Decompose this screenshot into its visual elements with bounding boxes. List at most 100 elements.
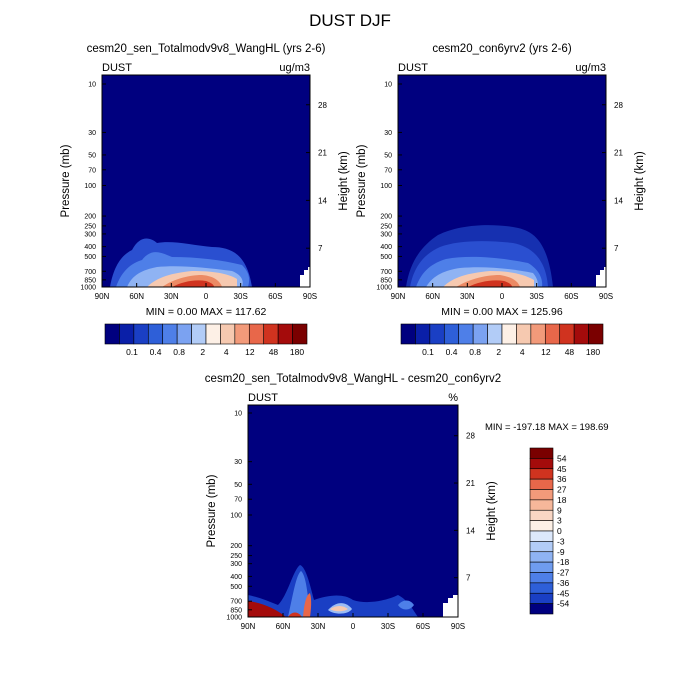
- y-tick-label: 200: [380, 214, 392, 221]
- x-tick-label: 90N: [95, 292, 110, 301]
- figure-title: DUST DJF: [309, 11, 391, 30]
- y-tick-label: 250: [84, 223, 96, 230]
- colorbar-box: [104, 323, 120, 345]
- colorbar-label: -18: [557, 557, 570, 567]
- panel-title: cesm20_sen_Totalmodv9v8_WangHL - cesm20_…: [205, 373, 501, 385]
- colorbar-box: [220, 323, 236, 345]
- colorbar-box: [176, 323, 192, 345]
- colorbar-label: 0.4: [150, 347, 162, 357]
- colorbar-box: [501, 323, 517, 345]
- panel-title: cesm20_sen_Totalmodv9v8_WangHL (yrs 2-6): [87, 43, 326, 55]
- y-tick-label: 400: [84, 244, 96, 251]
- colorbar-box: [529, 582, 554, 594]
- y-tick-label: 50: [384, 152, 392, 159]
- colorbar-box: [529, 541, 554, 553]
- y2-tick-label: 28: [466, 432, 475, 441]
- colorbar-label: 48: [269, 347, 279, 357]
- colorbar-label: 0.1: [126, 347, 138, 357]
- colorbar-label: 4: [520, 347, 525, 357]
- y-axis-title: Pressure (mb): [356, 144, 368, 217]
- x-tick-label: 90N: [391, 292, 406, 301]
- colorbar-label: 2: [200, 347, 205, 357]
- colorbar-box: [292, 323, 308, 345]
- y-tick-label: 30: [234, 459, 242, 466]
- colorbar-label: 36: [557, 474, 567, 484]
- colorbar-box: [234, 323, 250, 345]
- x-tick-label: 30N: [460, 292, 475, 301]
- colorbar-label: 180: [290, 347, 304, 357]
- colorbar-box: [530, 323, 546, 345]
- colorbar-box: [162, 323, 178, 345]
- y-tick-label: 250: [230, 553, 242, 560]
- colorbar-box: [248, 323, 265, 345]
- y-tick-label: 300: [84, 231, 96, 238]
- y2-axis-title: Height (km): [634, 151, 646, 211]
- colorbar-box: [559, 323, 575, 345]
- y-tick-label: 300: [380, 231, 392, 238]
- y-tick-label: 700: [84, 269, 96, 276]
- colorbar-label: 180: [586, 347, 600, 357]
- colorbar-label: 9: [557, 505, 562, 515]
- x-tick-label: 60S: [416, 622, 430, 631]
- y2-tick-label: 14: [318, 196, 327, 205]
- y-tick-label: 850: [230, 607, 242, 614]
- y-tick-label: 70: [234, 497, 242, 504]
- y-tick-label: 300: [230, 561, 242, 568]
- y2-tick-label: 21: [318, 149, 327, 158]
- colorbar-box: [516, 323, 532, 345]
- colorbar-label: 27: [557, 485, 567, 495]
- field-label: DUST: [102, 62, 132, 74]
- units-label: ug/m3: [575, 62, 606, 74]
- x-tick-label: 30S: [530, 292, 544, 301]
- colorbar-box: [263, 323, 279, 345]
- colorbar-box: [191, 323, 207, 345]
- colorbar-box: [205, 323, 221, 345]
- colorbar-box: [429, 323, 445, 345]
- colorbar-label: 0.4: [446, 347, 458, 357]
- colorbar-box: [443, 323, 460, 345]
- y-tick-label: 50: [234, 482, 242, 489]
- colorbar-box: [588, 323, 604, 345]
- x-tick-label: 90S: [599, 292, 613, 301]
- colorbar-box: [529, 592, 554, 604]
- panel-title: cesm20_con6yrv2 (yrs 2-6): [432, 43, 571, 55]
- y-tick-label: 200: [230, 543, 242, 550]
- colorbar-label: -36: [557, 578, 570, 588]
- y-tick-label: 10: [88, 82, 96, 89]
- x-tick-label: 30S: [381, 622, 395, 631]
- colorbar-label: 18: [557, 495, 567, 505]
- y2-tick-label: 14: [614, 196, 623, 205]
- units-label: ug/m3: [279, 62, 310, 74]
- colorbar-box: [415, 323, 431, 345]
- y-tick-label: 850: [380, 277, 392, 284]
- colorbar-label: 54: [557, 453, 567, 463]
- y-tick-label: 100: [84, 183, 96, 190]
- stats-label: MIN = 0.00 MAX = 117.62: [146, 306, 267, 318]
- x-tick-label: 60N: [425, 292, 440, 301]
- colorbar-label: 0.8: [173, 347, 185, 357]
- colorbar-box: [529, 478, 554, 490]
- colorbar-label: -54: [557, 599, 570, 609]
- y-tick-label: 250: [380, 223, 392, 230]
- x-tick-label: 90S: [303, 292, 317, 301]
- colorbar-box: [487, 323, 503, 345]
- colorbar-label: 4: [224, 347, 229, 357]
- y-tick-label: 1000: [80, 285, 96, 292]
- colorbar-label: 2: [496, 347, 501, 357]
- y-tick-label: 400: [230, 574, 242, 581]
- y2-tick-label: 28: [614, 101, 623, 110]
- y2-tick-label: 7: [614, 244, 619, 253]
- field-label: DUST: [248, 392, 278, 404]
- colorbar-label: -27: [557, 568, 570, 578]
- colorbar-label: 0.8: [469, 347, 481, 357]
- y-axis-title: Pressure (mb): [60, 144, 72, 217]
- y2-tick-label: 21: [614, 149, 623, 158]
- x-tick-label: 0: [204, 292, 209, 301]
- x-tick-label: 30N: [311, 622, 326, 631]
- y-tick-label: 500: [84, 254, 96, 261]
- colorbar-label: 0.1: [422, 347, 434, 357]
- colorbar-label: 45: [557, 464, 567, 474]
- y-tick-label: 1000: [226, 615, 242, 622]
- x-tick-label: 0: [500, 292, 505, 301]
